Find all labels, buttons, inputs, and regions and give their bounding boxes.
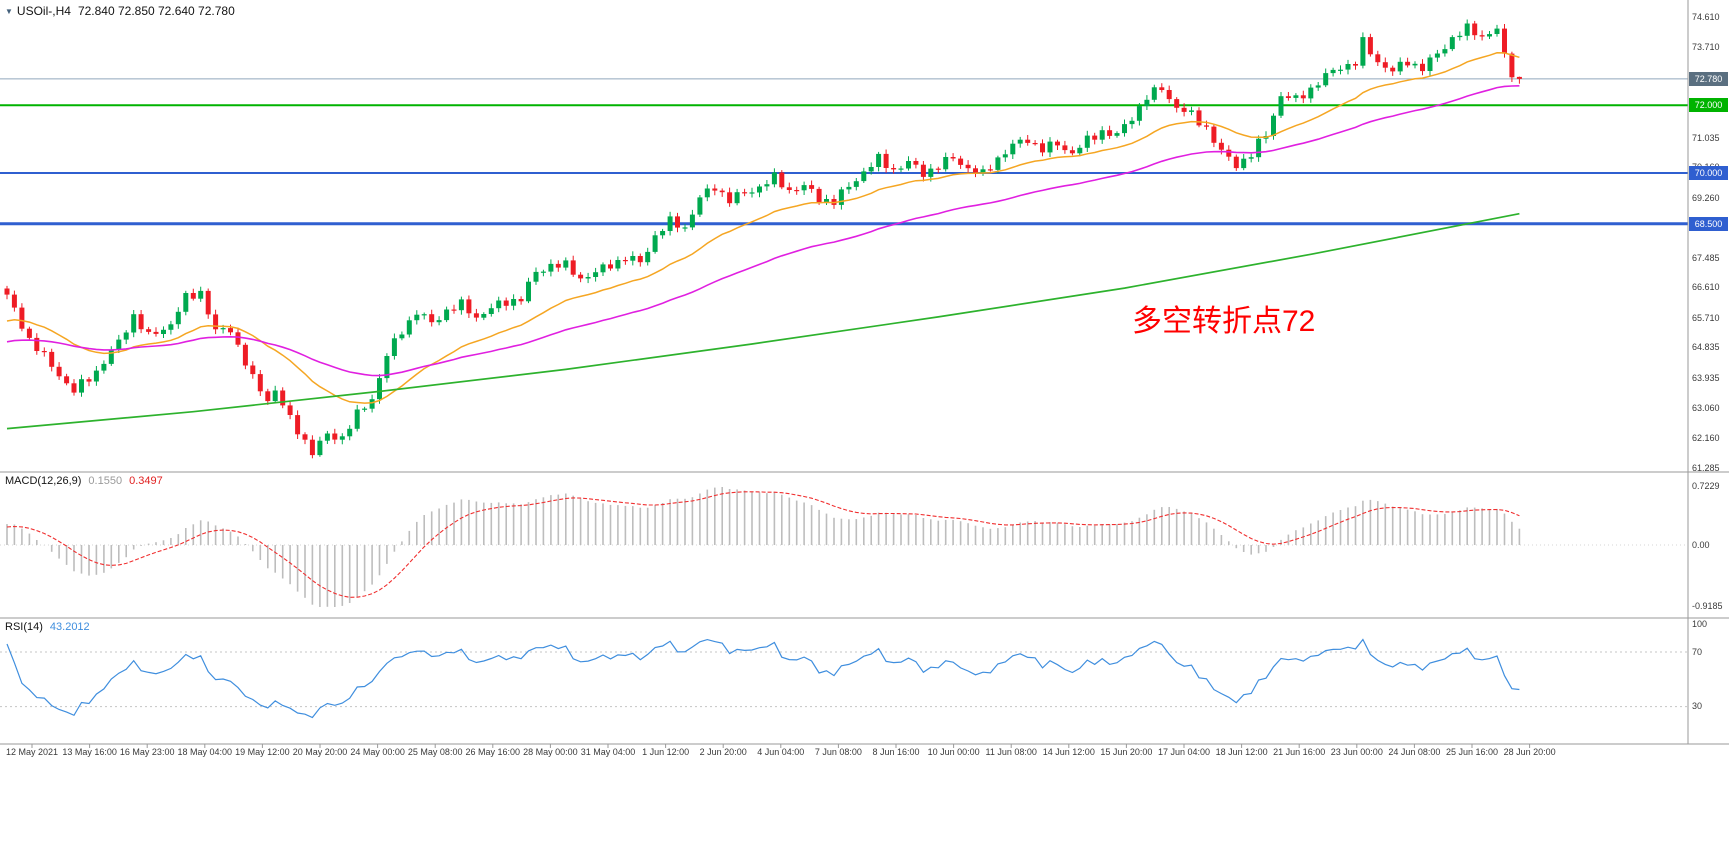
rsi-label: RSI(14) <box>5 621 43 633</box>
chart-symbol-timeframe: USOil-,H4 <box>16 4 71 18</box>
macd-header[interactable]: MACD(12,26,9) 0.1550 0.3497 <box>5 475 163 487</box>
collapse-triangle-icon[interactable]: ▼ <box>5 7 13 16</box>
annotation-text: 多空转折点72 <box>1132 305 1316 338</box>
rsi-header[interactable]: RSI(14) 43.2012 <box>5 621 90 633</box>
macd-main-value: 0.1550 <box>88 475 123 487</box>
macd-label: MACD(12,26,9) <box>5 475 82 487</box>
chart-ohlc-values: 72.840 72.850 72.640 72.780 <box>77 4 235 18</box>
chart-title: ▼ USOil-,H4 72.840 72.850 72.640 72.780 <box>5 4 235 18</box>
macd-signal-value: 0.3497 <box>129 475 163 487</box>
rsi-value: 43.2012 <box>49 621 90 633</box>
